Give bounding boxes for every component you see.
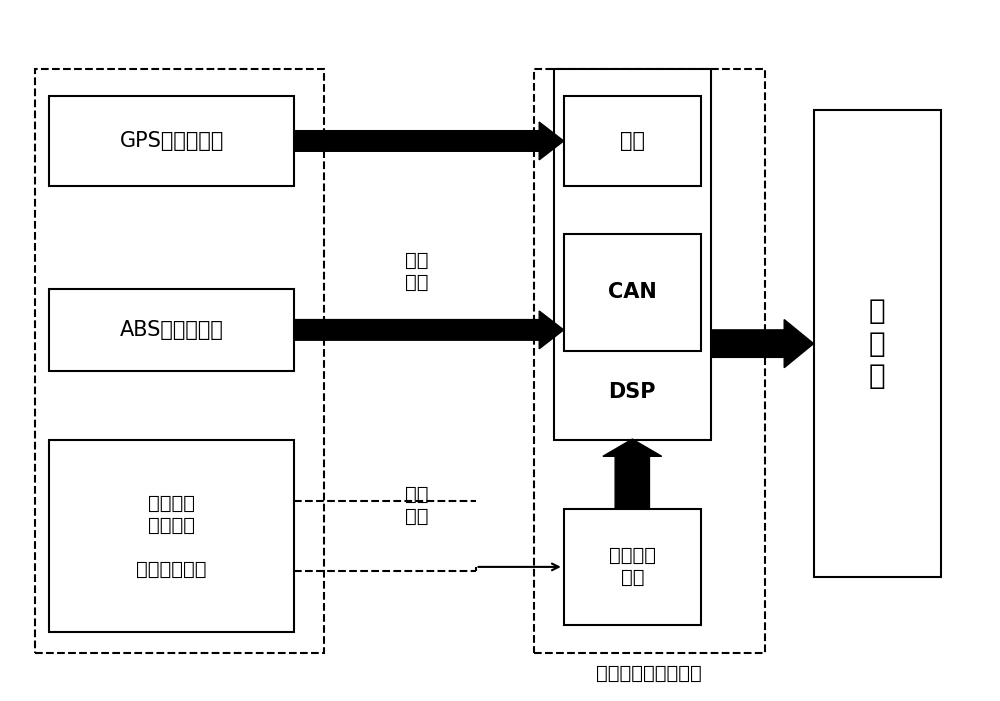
- Bar: [534, 69, 765, 653]
- Polygon shape: [711, 320, 814, 367]
- Text: CAN: CAN: [608, 282, 657, 302]
- Polygon shape: [603, 439, 662, 508]
- Text: 无线接收
模块: 无线接收 模块: [609, 546, 656, 587]
- Text: 报
警
器: 报 警 器: [869, 297, 886, 390]
- Text: 无线
传输: 无线 传输: [405, 484, 428, 526]
- Text: 轮速
信号: 轮速 信号: [405, 251, 428, 292]
- Text: GPS车载接收机: GPS车载接收机: [120, 131, 224, 151]
- Bar: [564, 233, 701, 350]
- Bar: [564, 508, 701, 625]
- Bar: [814, 110, 941, 577]
- Text: DSP: DSP: [609, 382, 656, 402]
- Text: 数据采集与处理装置: 数据采集与处理装置: [596, 664, 702, 683]
- Polygon shape: [294, 311, 564, 349]
- Bar: [564, 96, 701, 186]
- Bar: [49, 289, 294, 371]
- Text: 串口: 串口: [620, 131, 645, 151]
- Bar: [49, 96, 294, 186]
- Polygon shape: [294, 122, 564, 160]
- Bar: [49, 440, 294, 632]
- Bar: [554, 69, 711, 440]
- Text: ABS轮速传感器: ABS轮速传感器: [120, 320, 224, 340]
- Bar: [34, 69, 324, 653]
- Text: 轮胎压力
监测装置

（无线发送）: 轮胎压力 监测装置 （无线发送）: [136, 494, 207, 578]
